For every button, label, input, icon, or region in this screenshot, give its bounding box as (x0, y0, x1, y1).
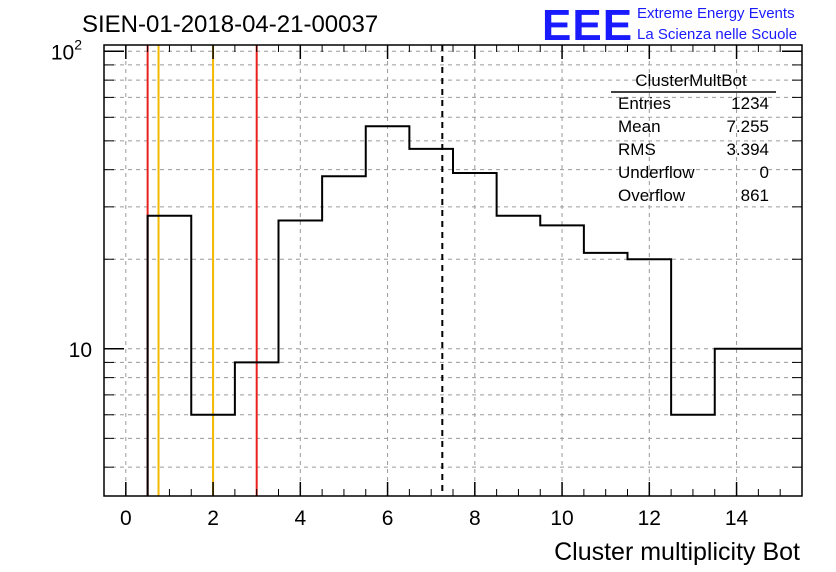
stats-value-entries: 1234 (731, 94, 769, 113)
axis-ticks: 0 2 4 6 8 10 12 14 10 102 (51, 36, 803, 530)
stats-value-overflow: 861 (741, 186, 769, 205)
histogram-bin (497, 216, 541, 496)
stats-label-underflow: Underflow (618, 163, 695, 182)
grid-lines (104, 45, 802, 496)
stats-label-entries: Entries (618, 94, 671, 113)
plot-frame (103, 44, 803, 497)
histogram-bin (148, 216, 192, 496)
stats-box-name: ClusterMultBot (635, 71, 747, 90)
stats-value-mean: 7.255 (726, 117, 769, 136)
histogram-bin (715, 349, 802, 496)
histogram-outline (146, 125, 802, 496)
x-tick-label: 2 (207, 507, 219, 530)
stats-label-rms: RMS (618, 140, 656, 159)
plot-frame-border (103, 44, 803, 497)
x-tick-label: 4 (294, 507, 306, 530)
stats-box: ClusterMultBot Entries 1234 Mean 7.255 R… (611, 71, 776, 205)
x-tick-label: 12 (638, 507, 661, 530)
eee-logo-line2: La Scienza nelle Scuole (637, 26, 797, 43)
histogram-bin (322, 176, 366, 496)
x-axis-title: Cluster multiplicity Bot (554, 538, 800, 566)
stats-value-underflow: 0 (760, 163, 769, 182)
y-tick-label: 102 (51, 36, 82, 64)
stats-label-mean: Mean (618, 117, 661, 136)
stats-value-rms: 3.394 (726, 140, 769, 159)
x-tick-label: 0 (120, 507, 132, 530)
chart-title: SIEN-01-2018-04-21-00037 (82, 11, 378, 38)
x-tick-label: 14 (725, 507, 749, 530)
x-tick-label: 10 (550, 507, 573, 530)
x-tick-label: 8 (469, 507, 481, 530)
y-tick-label: 10 (69, 339, 92, 362)
histogram-bin (671, 415, 715, 496)
histogram-bin (584, 253, 628, 496)
stats-label-overflow: Overflow (618, 186, 686, 205)
histogram-bin (409, 149, 453, 496)
histogram-bars (146, 125, 802, 496)
eee-logo-line1: Extreme Energy Events (637, 5, 795, 22)
x-tick-label: 6 (382, 507, 394, 530)
eee-logo: EEE Extreme Energy Events La Scienza nel… (542, 1, 797, 50)
eee-logo-mark: EEE (542, 1, 633, 50)
